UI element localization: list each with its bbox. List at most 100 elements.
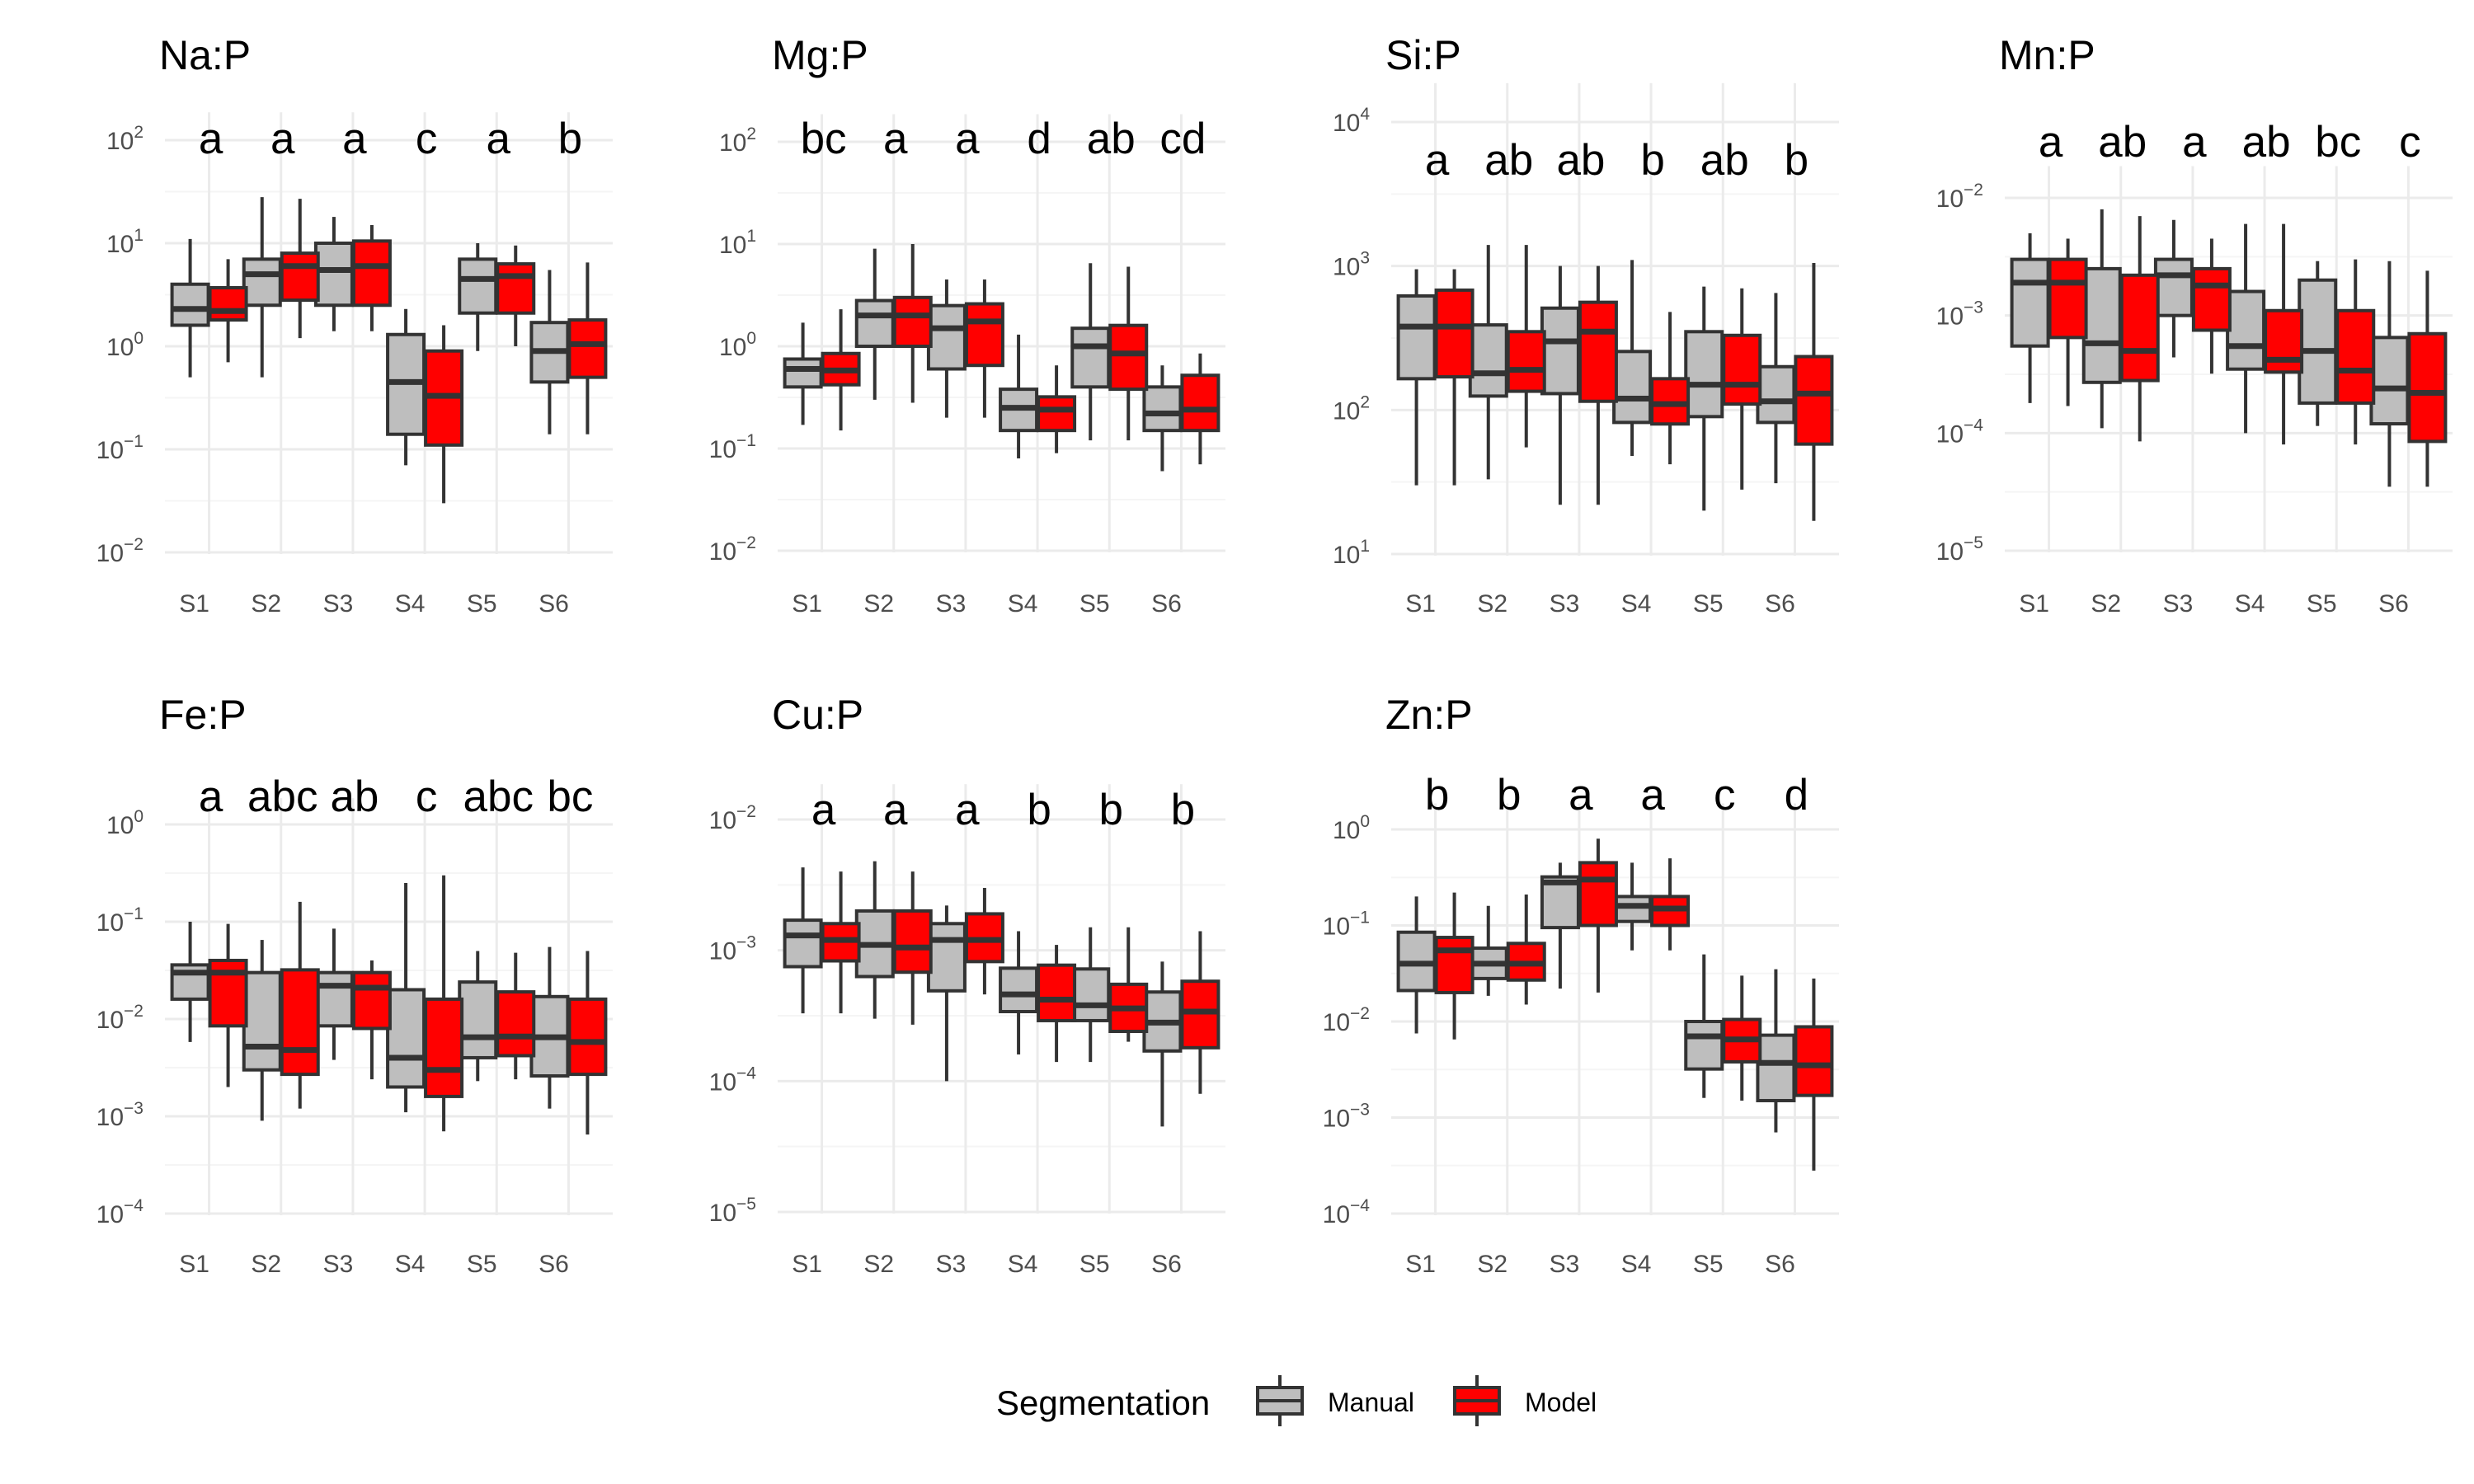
y-tick-label: 10−2 [96, 1002, 143, 1034]
box-iqr [313, 242, 354, 308]
box-iqr [1180, 979, 1221, 1050]
box-model [1506, 245, 1546, 448]
box-iqr [2369, 336, 2410, 426]
legend-title: Segmentation [996, 1383, 1210, 1422]
box-iqr [1434, 936, 1475, 994]
box-iqr [964, 302, 1004, 368]
significance-letter: d [1027, 115, 1051, 163]
box-manual [1142, 365, 1183, 472]
x-tick-label: S2 [1477, 1251, 1507, 1278]
x-tick-label: S3 [2163, 590, 2194, 618]
box-iqr [351, 970, 392, 1031]
box-iqr [1612, 350, 1653, 425]
significance-letter: b [1640, 136, 1664, 185]
box-manual [242, 197, 282, 378]
box-model [892, 871, 933, 1025]
box-manual [529, 270, 570, 434]
significance-letter: b [1785, 136, 1808, 185]
box-model [2119, 216, 2160, 442]
box-manual [1396, 896, 1437, 1034]
x-tick-label: S1 [792, 590, 822, 618]
y-tick-label: 101 [1333, 537, 1370, 569]
box-model [821, 309, 861, 431]
box-model [424, 875, 464, 1132]
box-model [1650, 312, 1691, 465]
box-manual [1142, 961, 1183, 1127]
box-model [2264, 223, 2304, 445]
box-iqr [208, 285, 248, 322]
x-tick-label: S5 [467, 1251, 497, 1278]
box-iqr [2119, 273, 2160, 383]
box-manual [170, 922, 210, 1042]
x-tick-label: S4 [395, 1251, 426, 1278]
x-tick-label: S5 [1079, 590, 1110, 618]
x-tick-label: S2 [251, 1251, 281, 1278]
y-tick-label: 10−3 [1323, 1101, 1370, 1133]
box-iqr [1037, 395, 1077, 433]
significance-letter: ab [330, 773, 379, 821]
box-model [1037, 945, 1077, 1063]
x-tick-label: S1 [2019, 590, 2049, 618]
box-iqr [313, 970, 354, 1028]
x-tick-label: S6 [1151, 1251, 1182, 1278]
box-manual [783, 322, 823, 425]
significance-letter: ab [1087, 115, 1136, 163]
significance-letter: c [416, 115, 438, 163]
x-tick-label: S5 [1079, 1251, 1110, 1278]
box-manual [854, 248, 895, 400]
box-iqr [496, 262, 536, 315]
x-tick-label: S6 [1151, 590, 1182, 618]
box-manual [1468, 245, 1508, 480]
box-model [1506, 894, 1546, 1005]
box-manual [2369, 261, 2410, 487]
y-tick-label: 102 [1333, 392, 1370, 425]
box-iqr [458, 980, 498, 1059]
y-tick-label: 10−4 [1936, 416, 1984, 448]
y-tick-label: 10−4 [1323, 1196, 1371, 1228]
box-iqr [242, 257, 282, 308]
significance-letter: bc [801, 115, 847, 163]
box-iqr [386, 988, 426, 1089]
box-manual [1070, 927, 1111, 1063]
box-model [1722, 288, 1762, 490]
box-manual [2081, 209, 2122, 429]
box-iqr [1468, 323, 1508, 398]
box-model [964, 279, 1004, 418]
y-tick-label: 100 [106, 807, 143, 839]
x-tick-label: S4 [1008, 590, 1038, 618]
box-model [2407, 270, 2448, 487]
box-iqr [1070, 967, 1111, 1022]
panel-title: Mg:P [772, 32, 868, 78]
x-tick-label: S5 [2307, 590, 2337, 618]
box-model [1037, 365, 1077, 453]
panel-title: Zn:P [1385, 692, 1473, 738]
x-tick-label: S1 [179, 590, 209, 618]
box-model [821, 871, 861, 1014]
box-model [1578, 265, 1618, 505]
significance-letter: a [342, 115, 367, 163]
significance-letter: ab [1556, 136, 1605, 185]
y-tick-label: 10−5 [709, 1195, 756, 1227]
x-tick-label: S4 [395, 590, 426, 618]
box-iqr [2081, 266, 2122, 384]
box-iqr [1540, 306, 1580, 396]
x-tick-label: S6 [2378, 590, 2409, 618]
box-manual [1756, 969, 1796, 1133]
x-tick-label: S4 [1621, 590, 1652, 618]
box-manual [1612, 260, 1653, 457]
significance-letter: bc [547, 773, 593, 821]
box-manual [926, 905, 967, 1082]
box-iqr [2298, 278, 2338, 405]
significance-letter: a [955, 786, 980, 834]
x-tick-label: S1 [1405, 1251, 1436, 1278]
box-manual [1684, 286, 1724, 511]
y-tick-label: 10−1 [96, 904, 143, 937]
box-manual [313, 928, 354, 1060]
box-iqr [280, 968, 320, 1077]
